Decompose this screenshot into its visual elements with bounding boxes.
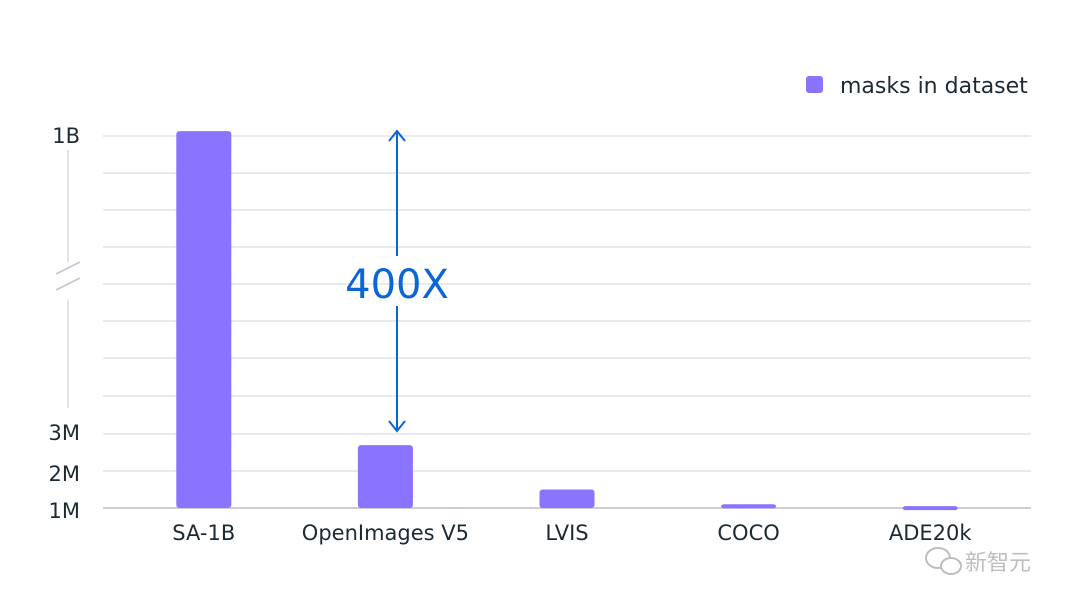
watermark: 新智元: [925, 547, 1031, 576]
bar-ade20k: [902, 506, 958, 511]
grid-lines: [103, 135, 1031, 509]
y-tick-label: 2M: [49, 462, 80, 486]
annotation-label: 400X: [345, 262, 449, 308]
annotation-arrowhead-down: [388, 420, 406, 433]
x-category-label: OpenImages V5: [302, 521, 469, 545]
ratio-annotation: 400X: [345, 129, 449, 433]
y-tick-label: 1B: [52, 124, 80, 148]
axis-break-mark-2: [55, 277, 81, 291]
legend-label: masks in dataset: [840, 74, 1028, 99]
watermark-text: 新智元: [965, 551, 1031, 576]
wechat-icon: [925, 547, 962, 575]
x-category-label: LVIS: [545, 521, 588, 545]
y-tick-label: 3M: [49, 421, 80, 445]
x-category-label: COCO: [717, 521, 779, 545]
bar-coco: [721, 504, 777, 509]
bar-openimages-v5: [357, 445, 413, 508]
x-category-labels: SA-1B OpenImages V5 LVIS COCO ADE20k: [172, 521, 972, 545]
legend-swatch: [806, 76, 823, 93]
y-tick-labels: 1M 2M 3M 1B: [49, 124, 80, 523]
y-axis: [55, 150, 81, 408]
x-category-label: SA-1B: [172, 521, 235, 545]
bars: [176, 131, 958, 511]
legend: masks in dataset: [806, 74, 1028, 99]
x-category-label: ADE20k: [889, 521, 973, 545]
bar-sa-1b: [176, 131, 232, 509]
axis-break-mark-1: [55, 261, 81, 275]
y-tick-label: 1M: [49, 499, 80, 523]
bar-lvis: [539, 489, 595, 508]
annotation-arrowhead-up: [388, 129, 406, 142]
